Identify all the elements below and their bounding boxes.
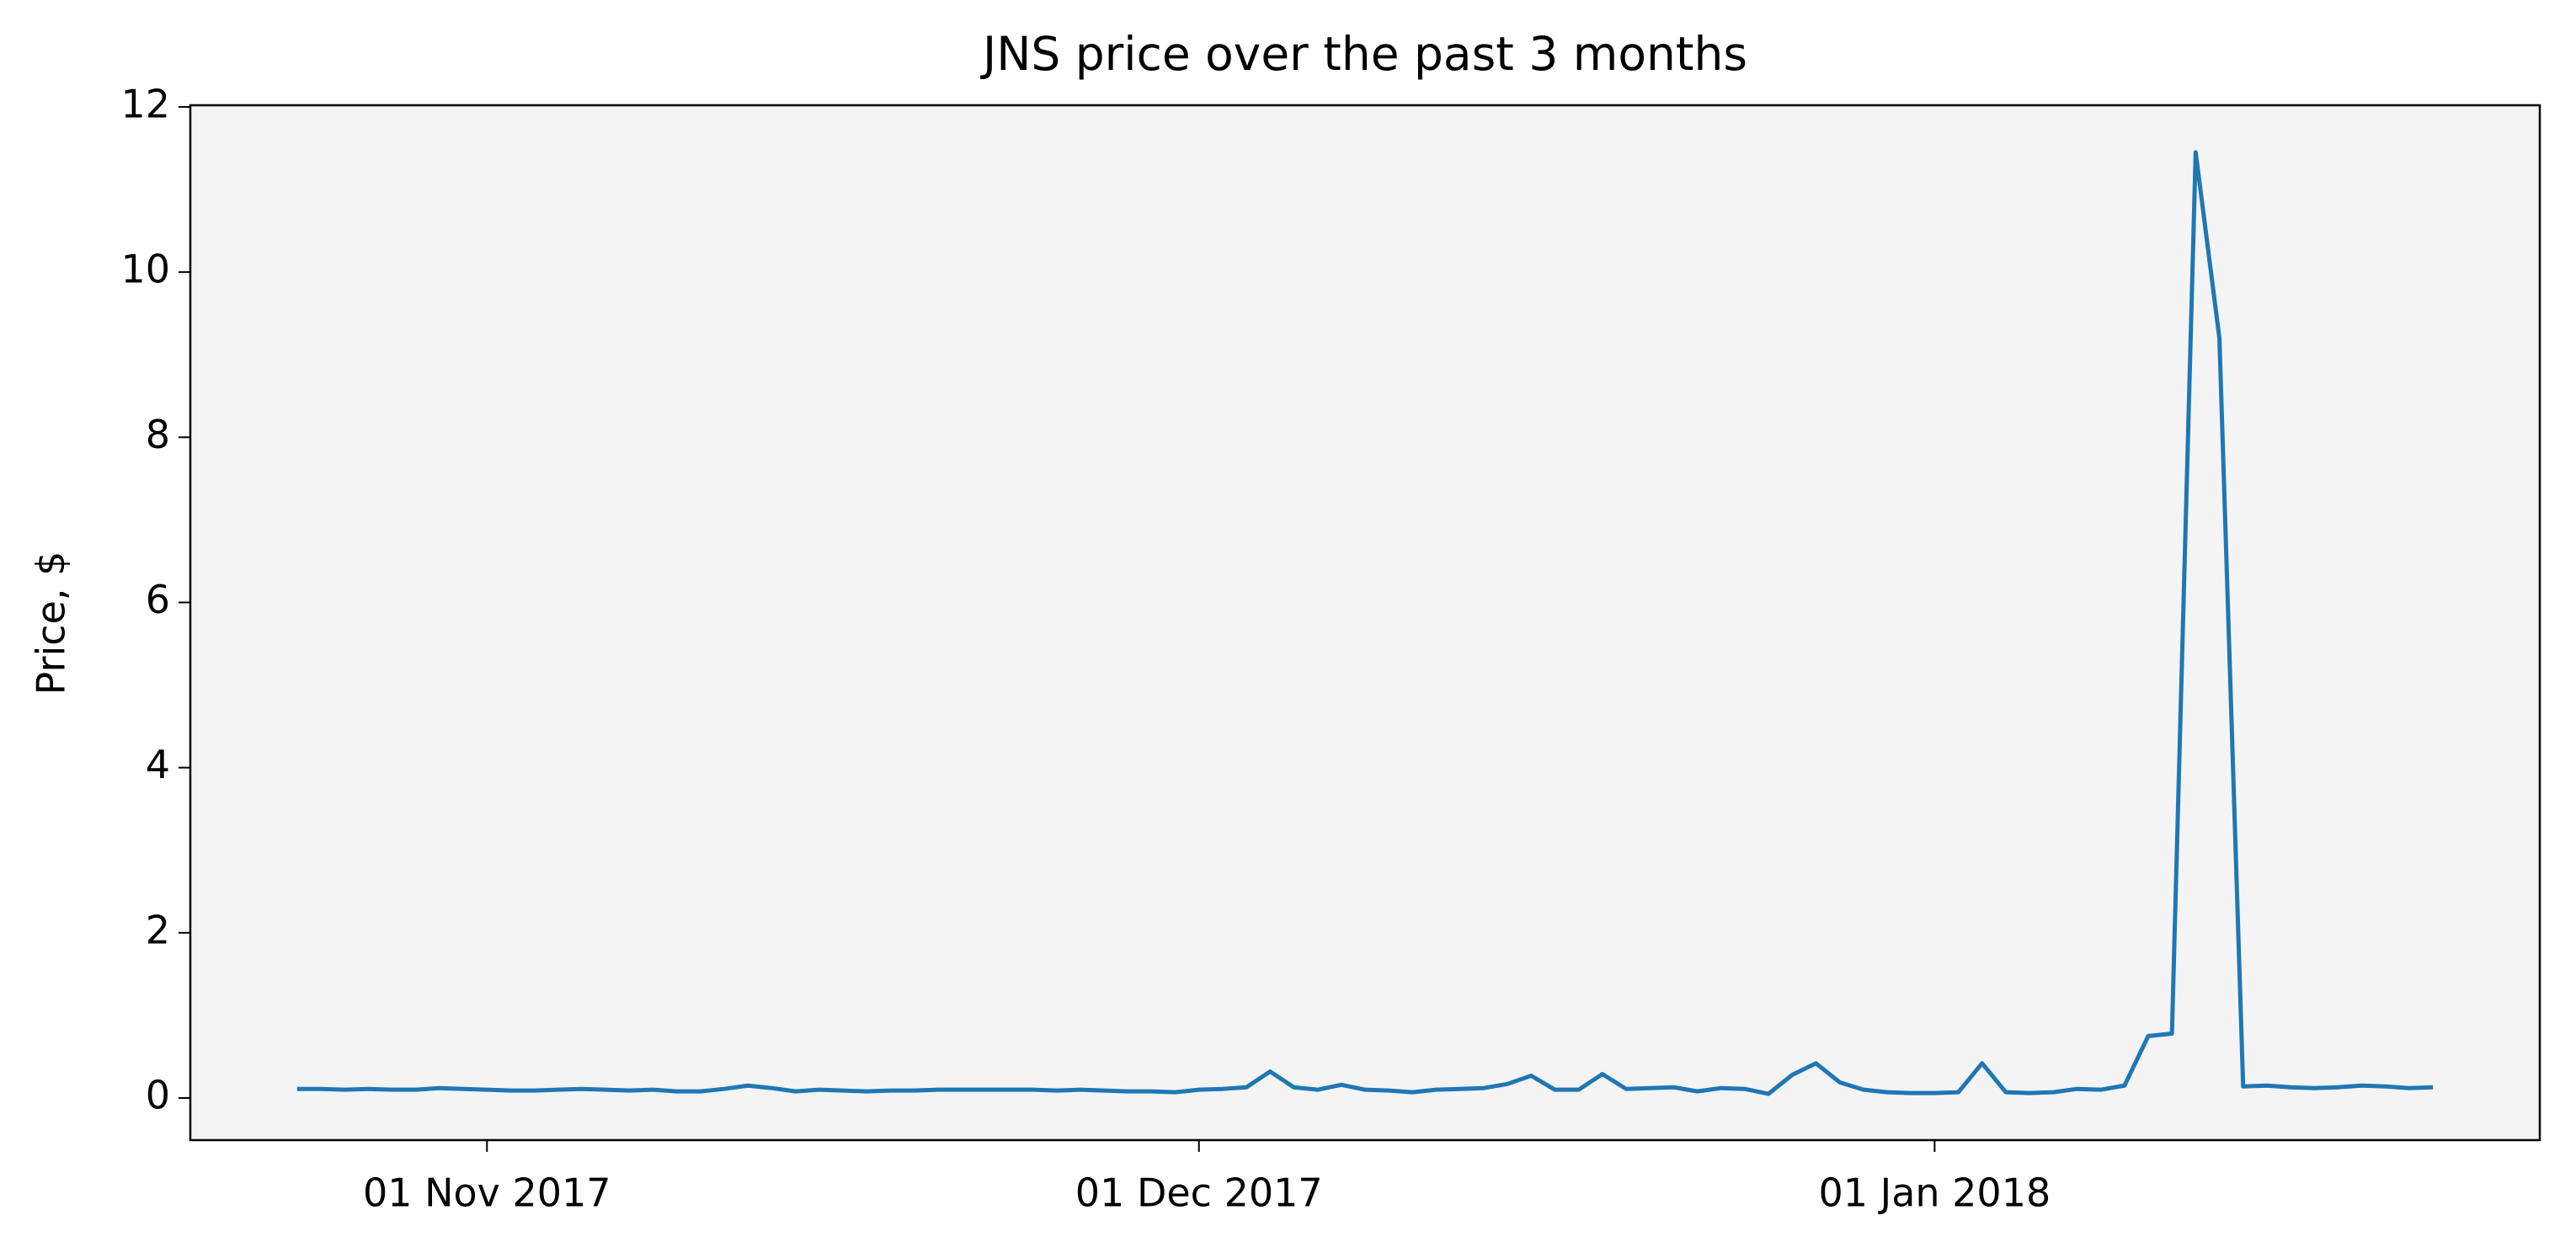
y-axis-label: Price, $ xyxy=(29,552,74,696)
y-tick-label: 2 xyxy=(146,907,170,952)
x-tick-label: 01 Dec 2017 xyxy=(1075,1170,1323,1216)
y-tick-label: 10 xyxy=(120,247,170,292)
x-tick-label: 01 Jan 2018 xyxy=(1818,1170,2051,1216)
y-tick-label: 0 xyxy=(146,1072,170,1117)
price-line xyxy=(296,150,2434,1096)
plot-frame xyxy=(189,104,2541,1142)
y-tick-label: 8 xyxy=(146,412,170,457)
plot-background xyxy=(190,105,2540,1140)
y-tick-label: 4 xyxy=(146,742,170,787)
chart-title: JNS price over the past 3 months xyxy=(980,27,1747,81)
y-tick-label: 12 xyxy=(120,81,170,126)
y-tick-label: 6 xyxy=(146,577,170,622)
x-tick-label: 01 Nov 2017 xyxy=(363,1170,611,1216)
